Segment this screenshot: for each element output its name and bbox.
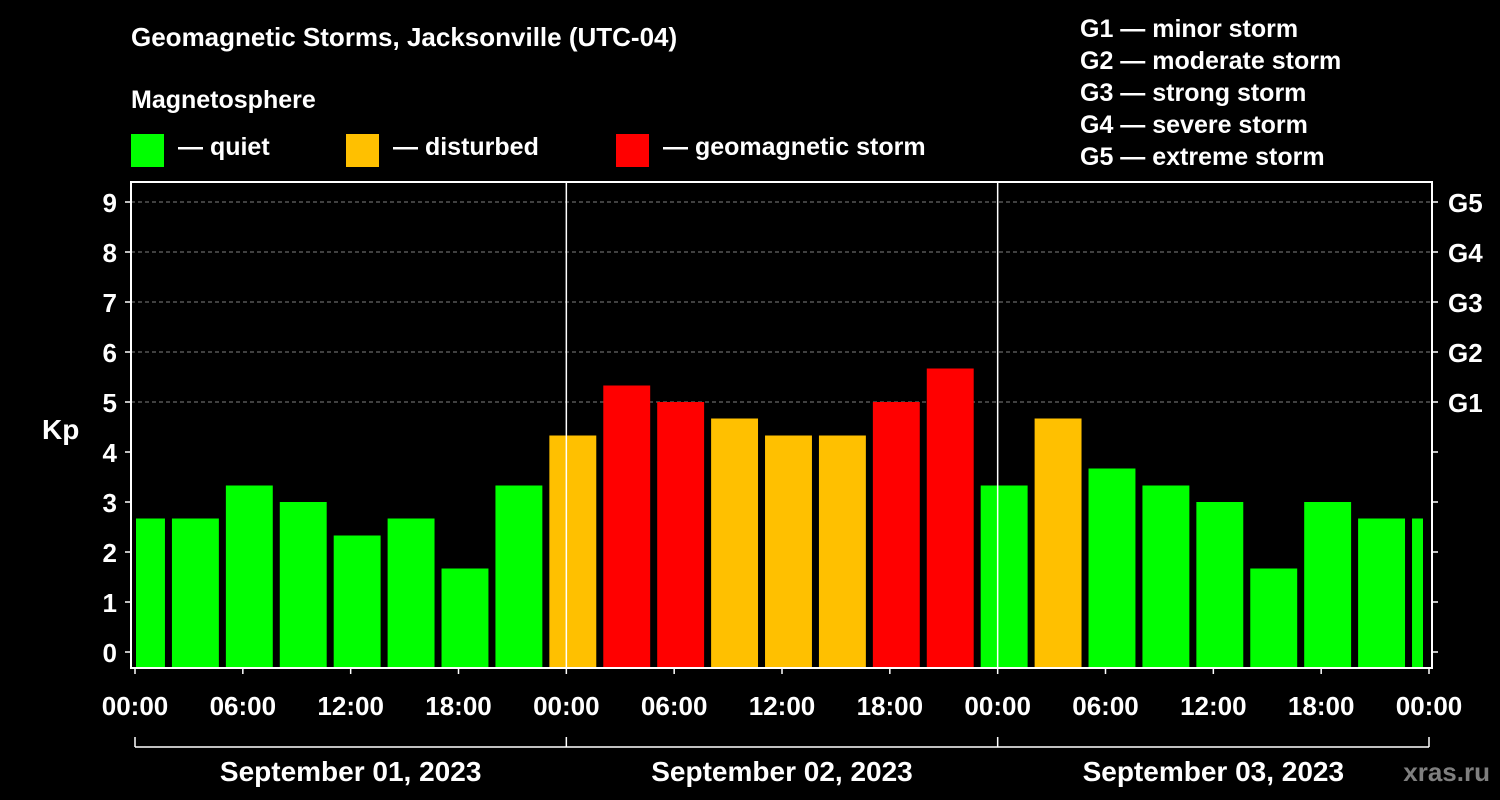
x-tick-label: 00:00 [964, 691, 1031, 721]
g-scale-legend-g1: G1 — minor storm [1080, 15, 1299, 43]
kp-bar [980, 485, 1028, 668]
legend-label-storm: — geomagnetic storm [663, 133, 926, 161]
kp-bar [1412, 518, 1423, 668]
day-label: September 02, 2023 [651, 756, 913, 787]
kp-bar [1034, 418, 1082, 668]
day-label: September 01, 2023 [220, 756, 482, 787]
kp-bar [603, 385, 651, 668]
legend-swatch-quiet [131, 134, 164, 167]
y-tick-label: 4 [103, 438, 118, 468]
x-tick-label: 12:00 [749, 691, 816, 721]
kp-bar [1196, 502, 1244, 668]
kp-bar [657, 402, 705, 668]
kp-bar [1142, 485, 1190, 668]
g-scale-legend-g3: G3 — strong storm [1080, 79, 1307, 107]
legend-swatch-storm [616, 134, 649, 167]
kp-bar [1358, 518, 1406, 668]
x-tick-label: 06:00 [210, 691, 277, 721]
y-tick-label: 0 [103, 638, 117, 668]
kp-bar [225, 485, 273, 668]
legend-label-quiet: — quiet [178, 133, 270, 161]
x-tick-label: 12:00 [317, 691, 384, 721]
x-tick-label: 06:00 [1072, 691, 1139, 721]
y-tick-label: 9 [103, 188, 117, 218]
kp-bar [333, 535, 381, 668]
legend-label-disturbed: — disturbed [393, 133, 539, 161]
kp-bar [495, 485, 543, 668]
magnetosphere-legend-title: Magnetosphere [131, 86, 316, 114]
kp-bar [926, 368, 974, 668]
g-level-label: G2 [1448, 338, 1483, 368]
x-tick-label: 18:00 [857, 691, 924, 721]
g-scale-legend-g2: G2 — moderate storm [1080, 47, 1342, 75]
kp-bar [872, 402, 920, 668]
kp-bar [136, 518, 165, 668]
kp-bar [387, 518, 435, 668]
x-tick-label: 00:00 [1396, 691, 1463, 721]
x-tick-label: 00:00 [102, 691, 169, 721]
kp-bar [818, 435, 866, 668]
y-tick-label: 6 [103, 338, 117, 368]
x-tick-label: 06:00 [641, 691, 708, 721]
x-tick-label: 12:00 [1180, 691, 1247, 721]
y-tick-label: 7 [103, 288, 117, 318]
g-scale-legend-g4: G4 — severe storm [1080, 111, 1308, 139]
kp-bar [1304, 502, 1352, 668]
kp-bar [1088, 468, 1136, 668]
x-tick-label: 18:00 [1288, 691, 1355, 721]
x-tick-label: 18:00 [425, 691, 492, 721]
day-label: September 03, 2023 [1083, 756, 1345, 787]
legend-swatch-disturbed [346, 134, 379, 167]
g-level-label: G4 [1448, 238, 1483, 268]
g-level-label: G5 [1448, 188, 1483, 218]
kp-bar [441, 568, 489, 668]
x-tick-label: 00:00 [533, 691, 600, 721]
g-level-label: G1 [1448, 388, 1483, 418]
kp-bar [1250, 568, 1298, 668]
kp-bar [711, 418, 759, 668]
y-tick-label: 8 [103, 238, 117, 268]
y-tick-label: 2 [103, 538, 117, 568]
y-tick-label: 3 [103, 488, 117, 518]
g-level-label: G3 [1448, 288, 1483, 318]
kp-bar [549, 435, 597, 668]
kp-bar [765, 435, 812, 668]
y-tick-label: 1 [103, 588, 117, 618]
g-scale-legend-g5: G5 — extreme storm [1080, 143, 1325, 171]
credit-watermark: xras.ru [1403, 757, 1490, 787]
kp-bar [171, 518, 219, 668]
chart-title: Geomagnetic Storms, Jacksonville (UTC-04… [131, 22, 678, 52]
kp-bar [279, 502, 327, 668]
y-tick-label: 5 [103, 388, 117, 418]
y-axis-label: Kp [42, 414, 80, 445]
